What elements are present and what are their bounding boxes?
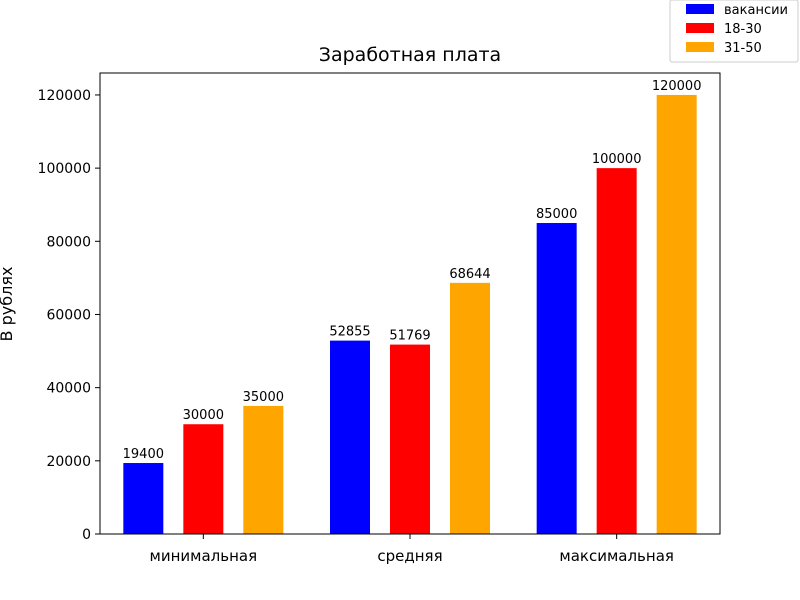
bar-1-2 [330, 340, 370, 534]
legend-swatch [686, 4, 714, 14]
data-labels-group: 19400 30000 35000 52855 51769 68644 85000 10000… [123, 79, 702, 462]
y-axis: 0 20000 40000 60000 80000 100000 120000 [38, 88, 100, 543]
data-label: 100000 [592, 152, 642, 167]
y-tick-label: 120000 [38, 88, 91, 104]
legend-label: вакансии [724, 3, 788, 18]
data-label: 19400 [123, 447, 164, 462]
y-tick-label: 60000 [46, 307, 91, 323]
bar-3-2 [450, 282, 490, 534]
bar-3-1 [243, 405, 284, 534]
legend-swatch [686, 42, 714, 52]
data-label: 68644 [449, 267, 490, 282]
x-tick-label: минимальная [150, 547, 258, 565]
y-tick-label: 80000 [46, 234, 91, 250]
data-label: 30000 [183, 408, 224, 423]
bar-2-2 [390, 344, 430, 534]
x-tick-label: средняя [377, 547, 442, 565]
data-label: 51769 [389, 329, 430, 344]
x-tick-label: максимальная [559, 547, 674, 565]
bars-group [123, 94, 697, 534]
y-tick-label: 40000 [46, 381, 91, 397]
x-axis: минимальная средняя максимальная [150, 534, 674, 565]
bar-2-3 [596, 168, 637, 534]
y-tick-label: 0 [82, 527, 91, 543]
data-label: 85000 [536, 207, 577, 222]
data-label: 35000 [243, 390, 284, 405]
chart-title: Заработная плата [319, 44, 501, 66]
y-tick-label: 20000 [46, 454, 91, 470]
data-label: 120000 [652, 79, 702, 94]
y-axis-label: В рублях [0, 267, 16, 342]
bar-3-3 [656, 94, 697, 534]
data-label: 52855 [329, 325, 370, 340]
legend: вакансии 18-30 31-50 [669, 0, 799, 63]
legend-label: 18-30 [724, 22, 762, 37]
y-tick-label: 100000 [38, 161, 91, 177]
legend-swatch [686, 23, 714, 33]
bar-2-1 [183, 424, 224, 534]
bar-1-3 [536, 223, 577, 534]
legend-label: 31-50 [724, 41, 762, 56]
bar-1-1 [123, 463, 164, 534]
